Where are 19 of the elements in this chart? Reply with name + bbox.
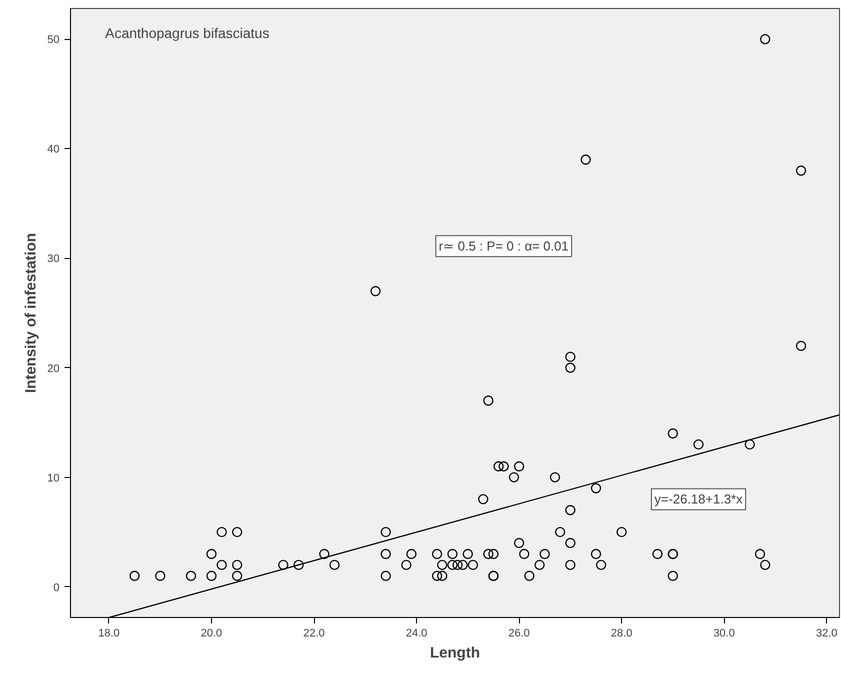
y-axis-title: Intensity of infestation: [22, 232, 40, 393]
x-axis-title: Length: [430, 644, 480, 662]
annotation: y=-26.18+1.3*x: [654, 492, 744, 507]
x-tick-label: 18.0: [98, 628, 120, 640]
annotation: r≃ 0.5 : P= 0 : α= 0.01: [438, 238, 569, 254]
y-tick-label: 50: [47, 34, 60, 46]
y-tick-label: 20: [47, 362, 60, 375]
x-tick-label: 28.0: [610, 628, 632, 640]
x-tick-label: 22.0: [303, 628, 325, 640]
y-tick-label: 0: [53, 582, 60, 594]
x-tick-label: 30.0: [713, 628, 735, 640]
x-tick-label: 20.0: [200, 628, 222, 640]
y-tick-label: 10: [47, 472, 60, 484]
x-tick-label: 26.0: [508, 628, 530, 640]
y-tick-label: 30: [47, 253, 60, 266]
y-tick-label: 40: [47, 144, 60, 156]
x-tick-label: 32.0: [816, 628, 838, 640]
x-tick-label: 24.0: [406, 628, 428, 640]
text: Acanthopagrus bifasciatus: [105, 24, 270, 41]
